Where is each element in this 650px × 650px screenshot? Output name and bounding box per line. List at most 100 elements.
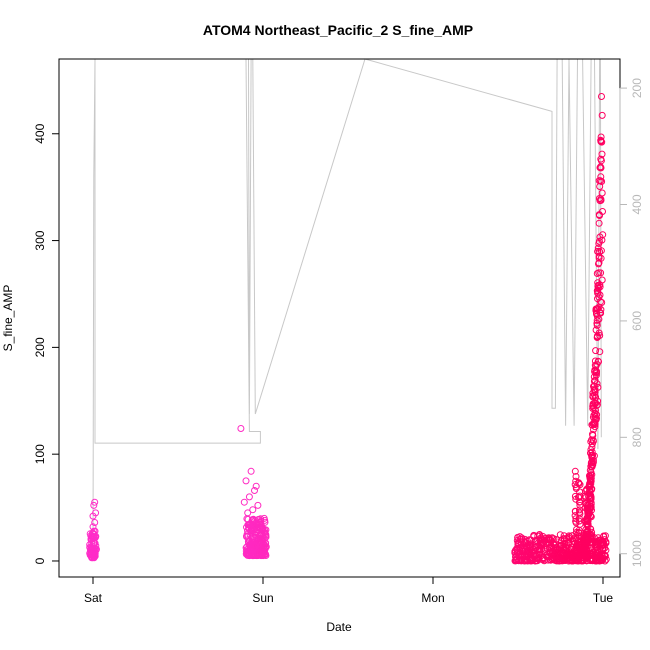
- data-point: [598, 236, 606, 244]
- data-point: [248, 534, 256, 542]
- data-point: [597, 173, 605, 181]
- y-axis: 0 100 200 300 400: [33, 123, 60, 564]
- data-point: [541, 556, 549, 564]
- chart-title: ATOM4 Northeast_Pacific_2 S_fine_AMP: [203, 22, 473, 38]
- data-point: [586, 478, 594, 486]
- data-point: [598, 299, 606, 306]
- data-point: [582, 487, 589, 495]
- data-point: [90, 531, 98, 538]
- data-point: [531, 538, 539, 546]
- data-point: [536, 532, 544, 540]
- data-point: [260, 545, 268, 552]
- data-point: [575, 544, 583, 552]
- x-tick-label: Sun: [252, 591, 273, 605]
- data-point: [512, 553, 520, 561]
- y-tick-label: 200: [33, 337, 47, 357]
- data-point: [587, 504, 595, 512]
- data-point: [254, 542, 262, 550]
- data-point: [244, 515, 252, 523]
- data-point: [590, 452, 598, 460]
- data-point: [511, 557, 519, 565]
- data-point: [575, 529, 583, 537]
- data-point: [576, 481, 584, 489]
- data-point: [586, 512, 594, 519]
- data-point: [598, 150, 606, 158]
- y2-tick-label: 800: [630, 427, 644, 447]
- data-point: [560, 535, 568, 543]
- data-point: [517, 553, 525, 561]
- data-point: [526, 556, 534, 564]
- data-point: [587, 513, 595, 521]
- data-point: [547, 543, 554, 551]
- data-point: [261, 529, 269, 537]
- data-point: [242, 544, 250, 552]
- data-point: [534, 557, 541, 565]
- data-point: [251, 543, 259, 551]
- data-point: [589, 461, 597, 469]
- data-point: [249, 506, 257, 514]
- data-point: [598, 178, 606, 185]
- data-point: [247, 467, 255, 475]
- data-point: [583, 486, 591, 494]
- data-point: [591, 423, 599, 431]
- data-point: [536, 546, 544, 554]
- data-point: [530, 550, 538, 558]
- data-point: [596, 309, 604, 317]
- data-point: [595, 329, 603, 337]
- data-point: [260, 514, 268, 522]
- data-point: [596, 348, 604, 356]
- data-point: [594, 397, 602, 405]
- data-point: [523, 543, 531, 551]
- data-point: [90, 547, 98, 554]
- data-point: [561, 543, 569, 551]
- data-point: [244, 509, 252, 517]
- data-point: [599, 208, 606, 215]
- y-tick-label: 300: [33, 230, 47, 250]
- data-point: [575, 514, 583, 522]
- points-layer: [86, 93, 610, 565]
- data-point: [245, 493, 253, 501]
- data-point: [593, 557, 601, 565]
- data-point: [523, 556, 530, 564]
- data-point: [587, 475, 594, 483]
- data-point: [587, 525, 595, 533]
- data-point: [597, 137, 605, 145]
- data-point: [565, 557, 573, 565]
- x-tick-label: Tue: [593, 591, 614, 605]
- data-point: [598, 93, 605, 100]
- data-point: [588, 452, 596, 460]
- data-point: [594, 289, 602, 297]
- data-point: [244, 532, 252, 540]
- data-point: [519, 550, 527, 558]
- data-point: [593, 380, 601, 388]
- data-point: [595, 219, 603, 227]
- y-tick-label: 100: [33, 444, 47, 464]
- data-point: [598, 189, 606, 197]
- data-point: [256, 548, 264, 556]
- data-point: [596, 164, 604, 172]
- depth-line: [92, 58, 602, 554]
- data-point: [589, 456, 597, 464]
- y-axis-right: 200 400 600 800 1000: [619, 78, 644, 567]
- data-point: [597, 247, 605, 255]
- data-point: [571, 492, 579, 500]
- data-point: [598, 111, 606, 119]
- data-point: [516, 533, 524, 541]
- data-point: [591, 409, 599, 417]
- data-point: [575, 553, 583, 561]
- data-point: [260, 535, 268, 543]
- data-point: [575, 494, 583, 501]
- data-point: [561, 551, 569, 559]
- data-point: [550, 552, 558, 559]
- data-point: [555, 546, 563, 554]
- data-point: [586, 532, 594, 540]
- data-point: [581, 517, 589, 525]
- data-point: [570, 538, 578, 545]
- data-point: [248, 520, 256, 528]
- x-axis-label: Date: [326, 620, 352, 634]
- data-point: [515, 540, 523, 548]
- y2-tick-label: 200: [630, 78, 644, 98]
- data-point: [592, 371, 600, 379]
- data-point: [245, 550, 253, 558]
- data-point: [545, 534, 553, 542]
